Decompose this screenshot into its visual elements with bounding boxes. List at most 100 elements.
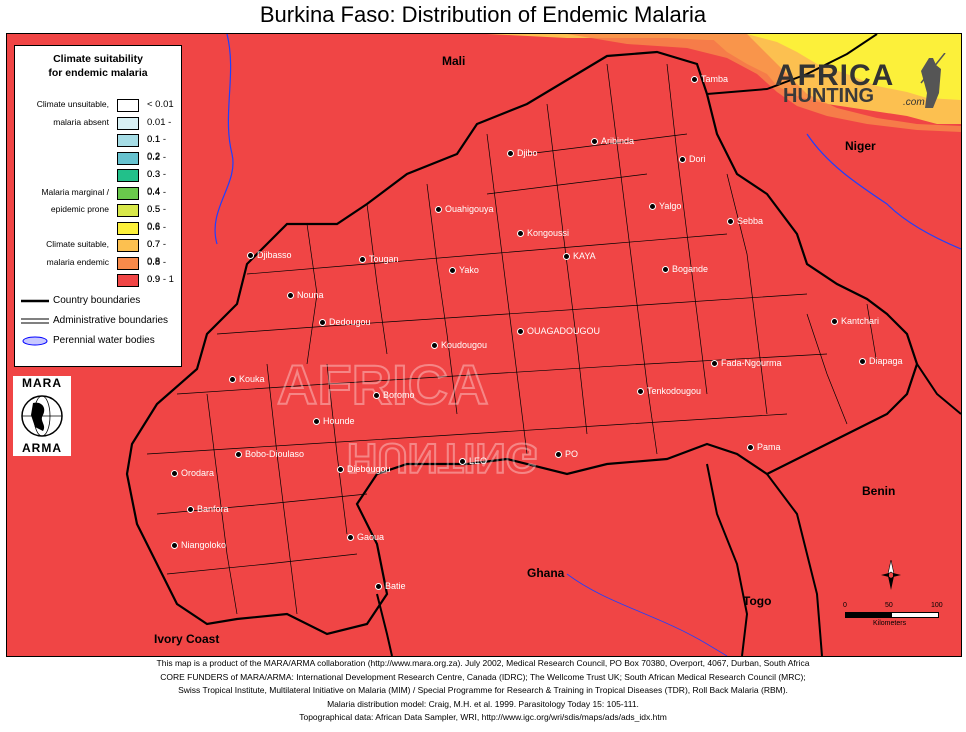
town-marker: Banfora [187,504,229,514]
town-marker: Gaoua [347,532,384,542]
town-label: Tougan [369,254,399,264]
legend-color-swatch [117,186,139,200]
town-label: Dori [689,154,706,164]
legend-class-row: epidemic prone 0.5 - 0.6 [15,201,181,232]
africahunting-watermark: AFRICA HUNTING .com [761,52,953,111]
scale-tick-100: 100 [931,602,943,609]
country-label-ghana: Ghana [527,566,565,580]
town-dot-icon [859,358,866,366]
town-label: Hounde [323,416,355,426]
scale-tick-0: 0 [843,602,847,609]
scale-unit: Kilometers [873,620,907,627]
town-marker: Kantchari [831,316,879,326]
globe-icon [21,395,63,437]
map-canvas: AFRICA HUNTING [125,34,961,656]
town-marker: Yalgo [649,201,681,211]
town-dot-icon [337,466,344,474]
footer-line: Topographical data: African Data Sampler… [299,712,667,722]
town-dot-icon [727,218,734,226]
legend-line-row: Perennial water bodies [21,332,181,350]
country-label-benin: Benin [862,484,896,498]
town-dot-icon [359,256,366,264]
country-label-niger: Niger [845,139,876,153]
town-dot-icon [187,506,194,514]
town-dot-icon [319,319,326,327]
town-label: Diebougou [347,464,391,474]
scale-bar: 0 50 100 Kilometers [839,602,949,632]
boundary-togo-ghana [706,463,749,656]
town-dot-icon [517,230,524,238]
town-label: Djibo [517,148,538,158]
logo-top-text: MARA [22,376,62,390]
town-dot-icon [459,458,466,466]
town-marker: Djibo [507,148,538,158]
boundary-mali-niger [706,34,878,95]
map-footer: This map is a product of the MARA/ARMA c… [0,657,966,725]
map-frame: AFRICA HUNTING Climate suitability for e… [6,33,962,657]
town-marker: Aribinda [591,136,634,146]
map-title: Burkina Faso: Distribution of Endemic Ma… [259,2,707,27]
town-dot-icon [649,203,656,211]
river-volta [566,573,728,656]
town-dot-icon [449,267,456,275]
town-label: OUAGADOUGOU [527,326,601,336]
town-dot-icon [171,470,178,478]
town-marker: Sebba [727,216,763,226]
legend-color-swatch [117,256,139,270]
town-marker: Tenkodougou [637,386,701,396]
town-marker: KAYA [563,251,596,261]
hunter-silhouette-icon [920,52,946,108]
town-marker: Diapaga [859,356,903,366]
town-dot-icon [637,388,644,396]
legend-class-range: 0.01 - 0.1 [147,116,172,145]
boundary-benin-togo [766,473,823,656]
town-label: Yako [459,265,479,275]
boundary-niger-benin [916,363,961,415]
suitability-band-orange [567,34,961,132]
footer-line: Swiss Tropical Institute, Multilateral I… [178,685,788,695]
town-marker: Dedougou [319,317,371,327]
legend-class-range: 0.1 - 0.2 [147,134,167,162]
legend-class-row: Malaria marginal / 0.4 - 0.5 [15,184,181,215]
town-marker: OUAGADOUGOU [517,326,600,336]
scale-bar-graphic [845,612,939,618]
town-label: Boromo [383,390,415,400]
town-dot-icon [747,444,754,452]
legend-class-row: Climate unsuitable, < 0.01 [15,96,181,113]
svg-text:HUNTING: HUNTING [347,435,538,482]
legend-class-range: 0.8 - 0.9 [147,256,167,285]
legend-title: Climate suitability for endemic malaria [48,53,148,79]
center-watermark: AFRICA HUNTING [276,352,539,483]
mara-arma-logo: MARA ARMA [13,376,71,456]
town-dot-icon [507,150,514,158]
town-dot-icon [831,318,838,326]
town-label: Orodara [181,468,215,478]
legend-color-swatch [117,99,139,112]
legend-class-row: Climate suitable, 0.7 - 0.8 [15,236,181,267]
town-dot-icon [711,360,718,368]
town-label: KAYA [573,251,596,261]
footer-line: CORE FUNDERS of MARA/ARMA: International… [160,671,806,682]
legend-class-row: 0.6 - 0.7 [15,219,181,250]
town-dot-icon [313,418,320,426]
legend-class-row: 0.1 - 0.2 [15,131,181,162]
town-marker: Tamba [691,74,728,84]
town-label: PO [565,449,579,459]
town-label: Djibasso [257,250,292,260]
town-marker: Boromo [373,390,415,400]
town-dot-icon [517,328,524,336]
town-dot-icon [563,253,570,261]
town-label: Banfora [197,504,229,514]
town-label: Gaoua [357,532,385,542]
town-dot-icon [435,206,442,214]
town-dot-icon [373,392,380,400]
watermark-suffix: .com [903,97,925,108]
town-marker: Niangoloko [171,540,226,550]
town-marker: Tougan [359,254,399,264]
town-marker: Diebougou [337,464,391,474]
town-label: Batie [385,581,406,591]
town-marker: Ouahigouya [435,204,494,214]
town-label: Bobo-Dioulaso [245,449,305,459]
watermark-line1: AFRICA [775,59,895,92]
town-marker: Djibasso [247,250,292,260]
